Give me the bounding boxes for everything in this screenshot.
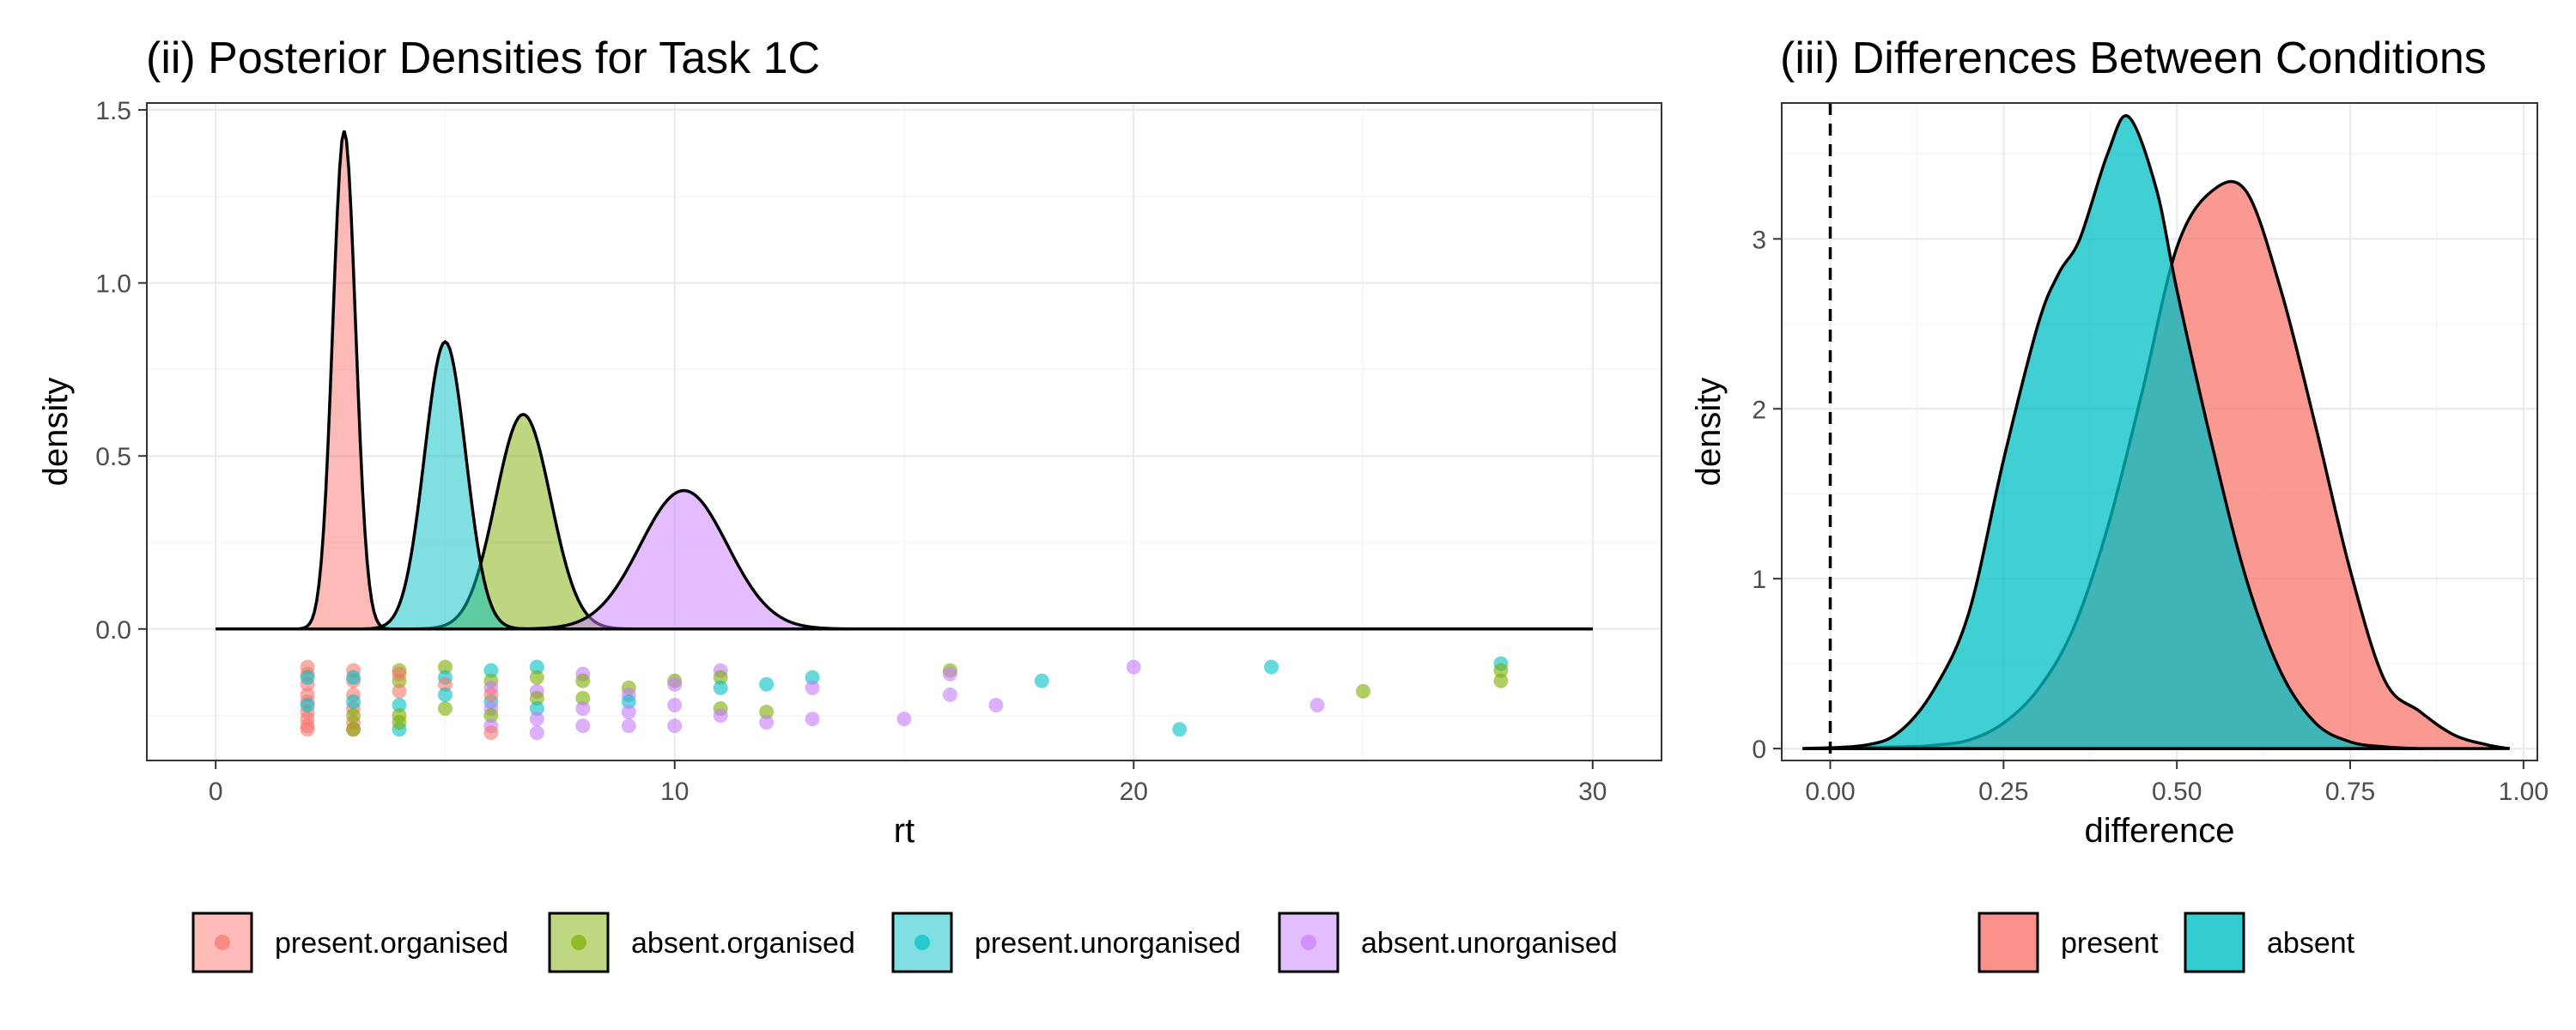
y-tick-label: 1 — [1752, 566, 1766, 594]
rt-point — [529, 690, 544, 706]
right-panel-title: (iii) Differences Between Conditions — [1780, 33, 2487, 83]
right-plot-frame — [1781, 102, 2538, 761]
rt-point — [483, 708, 499, 724]
legend-point — [1301, 935, 1316, 950]
rt-point — [713, 708, 728, 724]
x-tick-label: 0.50 — [2152, 778, 2202, 806]
rt-point — [529, 701, 544, 717]
rt-point — [346, 722, 361, 737]
rt-point — [1034, 673, 1049, 688]
rt-point — [667, 697, 683, 712]
left-y-axis-label: density — [37, 378, 75, 487]
rt-point — [713, 670, 728, 685]
rt-point — [575, 701, 591, 717]
rt-point — [392, 666, 407, 682]
x-tick-label: 0.00 — [1805, 778, 1855, 806]
rt-point — [759, 715, 775, 730]
legend-point — [914, 935, 930, 950]
left-panel-title: (ii) Posterior Densities for Task 1C — [146, 33, 820, 83]
y-tick-label: 2 — [1752, 396, 1766, 424]
rt-point — [437, 687, 453, 702]
rt-point — [575, 690, 591, 706]
rt-point — [805, 680, 820, 695]
right-x-axis-label: difference — [2085, 812, 2235, 850]
difference-density-absent — [1802, 114, 2420, 750]
y-tick-label: 0.5 — [95, 443, 131, 471]
legend-label: present.unorganised — [975, 927, 1241, 960]
rt-point — [621, 718, 636, 734]
rt-point — [346, 708, 361, 724]
x-tick-label: 20 — [1120, 778, 1148, 806]
rt-point — [437, 701, 453, 717]
rt-point — [437, 659, 453, 675]
x-tick-label: 30 — [1578, 778, 1607, 806]
rt-point — [667, 718, 683, 734]
rt-point — [392, 697, 407, 712]
rt-point — [346, 694, 361, 709]
x-tick-label: 0 — [209, 778, 223, 806]
rt-point — [713, 680, 728, 695]
left-x-axis-label: rt — [894, 812, 914, 850]
rt-point — [346, 670, 361, 685]
rt-point — [1126, 659, 1141, 675]
y-tick-label: 3 — [1752, 226, 1766, 254]
rt-point — [575, 673, 591, 688]
left-legend: present.organised absent.organised present… — [191, 912, 1618, 973]
rt-point — [1356, 683, 1371, 699]
rt-point — [667, 676, 683, 692]
legend-label: present — [2061, 927, 2159, 960]
rt-point — [805, 712, 820, 727]
rt-point — [942, 666, 957, 682]
legend-key-present — [1978, 912, 2039, 973]
rt-point — [300, 670, 315, 685]
legend-label: absent.organised — [631, 927, 855, 960]
rt-point — [529, 659, 544, 675]
right-y-axis-label: density — [1690, 378, 1728, 487]
rt-point — [1493, 673, 1509, 688]
rt-point — [621, 705, 636, 720]
rt-point — [392, 683, 407, 699]
density-area-absent-unorganised — [216, 488, 1593, 631]
rt-point — [896, 712, 912, 727]
legend-key-absent — [2184, 912, 2245, 973]
rt-point — [529, 712, 544, 727]
x-tick-label: 0.75 — [2325, 778, 2375, 806]
right-legend: present absent — [1978, 912, 2355, 973]
rt-point — [759, 705, 775, 720]
rt-point — [1172, 722, 1188, 737]
rt-point — [942, 687, 957, 702]
y-tick-label: 0 — [1752, 736, 1766, 764]
x-tick-label: 1.00 — [2499, 778, 2549, 806]
rt-point — [805, 670, 820, 685]
y-tick-label: 0.0 — [95, 616, 131, 645]
legend-label: present.organised — [275, 927, 508, 960]
rt-point — [300, 722, 315, 737]
rt-point — [759, 676, 775, 692]
left-plot-frame — [146, 102, 1662, 761]
rt-point — [483, 725, 499, 741]
rt-point — [483, 663, 499, 678]
x-tick-label: 0.25 — [1978, 778, 2028, 806]
rt-point — [529, 725, 544, 741]
rt-point — [437, 676, 453, 692]
rt-point — [483, 687, 499, 702]
legend-point — [215, 935, 230, 950]
rt-point — [392, 715, 407, 730]
rt-point — [1493, 663, 1509, 678]
legend-point — [571, 935, 586, 950]
x-tick-label: 10 — [660, 778, 689, 806]
rt-point — [300, 697, 315, 712]
rt-point — [575, 718, 591, 734]
rt-point — [988, 697, 1004, 712]
rt-point — [621, 694, 636, 709]
rt-point — [1264, 659, 1279, 675]
legend-label: absent — [2267, 927, 2355, 960]
rt-point — [1309, 697, 1325, 712]
rt-point — [529, 670, 544, 685]
y-tick-label: 1.0 — [95, 270, 131, 299]
legend-label: absent.unorganised — [1361, 927, 1618, 960]
y-tick-label: 1.5 — [95, 97, 131, 125]
